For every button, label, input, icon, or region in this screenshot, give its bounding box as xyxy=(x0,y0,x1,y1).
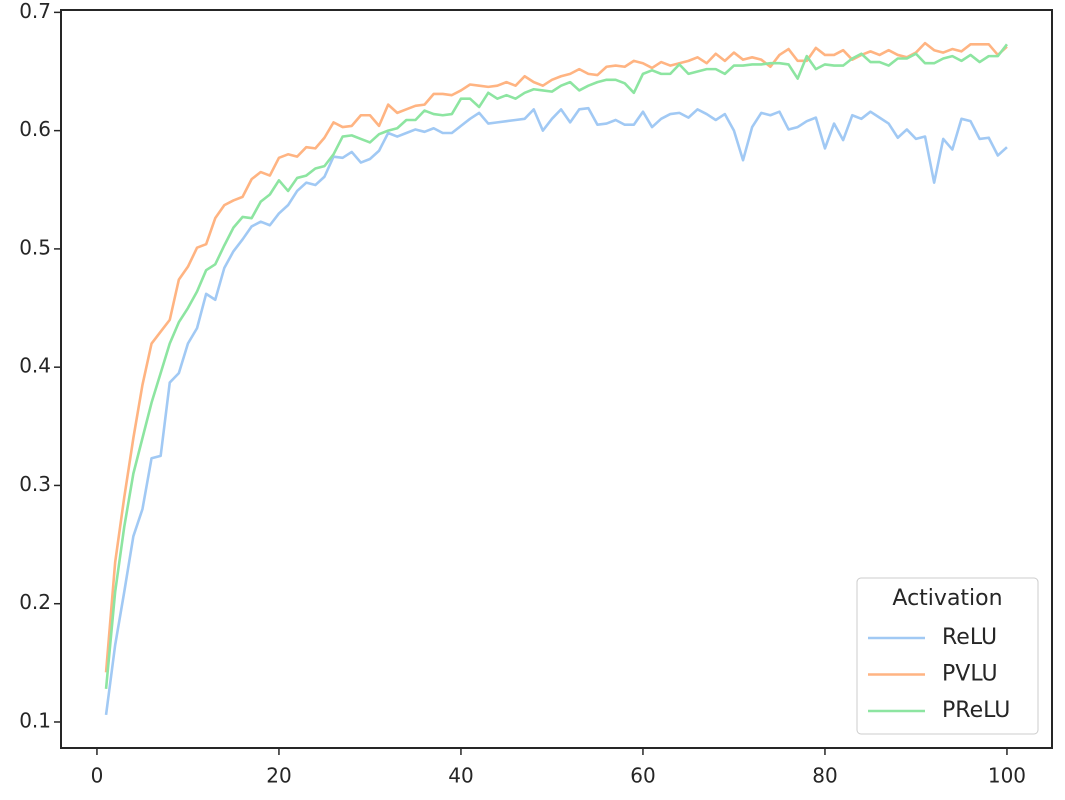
y-tick-label: 0.7 xyxy=(19,0,51,23)
y-tick-label: 0.6 xyxy=(19,117,51,141)
plot-frame xyxy=(60,9,1053,749)
legend-label: PVLU xyxy=(942,662,998,687)
y-tick-label: 0.5 xyxy=(19,235,51,259)
legend-title: Activation xyxy=(892,586,1002,611)
legend: Activation ReLU PVLU PReLU xyxy=(856,577,1039,735)
x-tick-label: 100 xyxy=(988,764,1026,788)
x-tick-label: 20 xyxy=(266,764,291,788)
y-tick-label: 0.2 xyxy=(19,590,51,614)
x-tick-label: 80 xyxy=(812,764,837,788)
x-tick-label: 40 xyxy=(448,764,473,788)
legend-label: ReLU xyxy=(942,625,997,650)
y-tick-label: 0.4 xyxy=(19,354,51,378)
legend-label: PReLU xyxy=(942,698,1010,723)
series-line xyxy=(104,43,1008,689)
series-line xyxy=(104,106,1008,716)
x-tick-label: 60 xyxy=(630,764,655,788)
y-tick-label: 0.1 xyxy=(19,708,51,732)
y-tick-label: 0.3 xyxy=(19,472,51,496)
x-tick-label: 0 xyxy=(91,764,104,788)
legend-box xyxy=(856,577,1039,735)
